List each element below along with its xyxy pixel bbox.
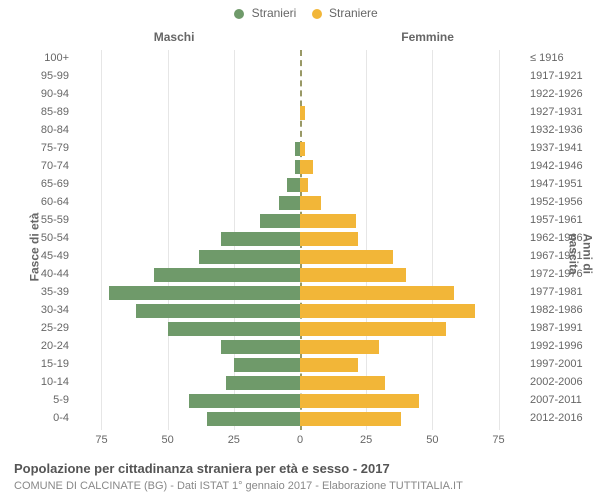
grid-line: [101, 50, 102, 430]
birth-year-label: 1947-1951: [530, 178, 588, 190]
age-label: 55-59: [34, 214, 69, 226]
legend: Stranieri Straniere: [0, 6, 600, 20]
birth-year-label: 1992-1996: [530, 340, 588, 352]
birth-year-label: 1987-1991: [530, 322, 588, 334]
bar-female: [300, 106, 305, 120]
legend-female-swatch: [312, 9, 322, 19]
birth-year-label: 1952-1956: [530, 196, 588, 208]
birth-year-label: 1997-2001: [530, 358, 588, 370]
bar-male: [221, 340, 300, 354]
age-label: 10-14: [34, 376, 69, 388]
header-male: Maschi: [154, 30, 195, 44]
birth-year-label: 1922-1926: [530, 88, 588, 100]
x-tick: 50: [426, 434, 438, 446]
age-label: 40-44: [34, 268, 69, 280]
birth-year-label: 1957-1961: [530, 214, 588, 226]
age-label: 90-94: [34, 88, 69, 100]
age-label: 60-64: [34, 196, 69, 208]
bar-male: [221, 232, 300, 246]
footer-title: Popolazione per cittadinanza straniera p…: [14, 461, 390, 476]
age-label: 85-89: [34, 106, 69, 118]
legend-male-label: Stranieri: [252, 6, 297, 20]
age-label: 0-4: [34, 412, 69, 424]
bar-female: [300, 250, 393, 264]
bar-male: [168, 322, 300, 336]
grid-line: [168, 50, 169, 430]
x-tick: 25: [360, 434, 372, 446]
bar-male: [287, 178, 300, 192]
bar-female: [300, 286, 454, 300]
x-tick: 0: [297, 434, 303, 446]
age-label: 80-84: [34, 124, 69, 136]
bar-male: [136, 304, 300, 318]
age-label: 100+: [34, 52, 69, 64]
legend-male-swatch: [234, 9, 244, 19]
bar-female: [300, 160, 313, 174]
bar-female: [300, 412, 401, 426]
birth-year-label: 1942-1946: [530, 160, 588, 172]
bar-female: [300, 268, 406, 282]
bar-female: [300, 214, 356, 228]
birth-year-label: 1932-1936: [530, 124, 588, 136]
bar-male: [234, 358, 300, 372]
birth-year-label: 1962-1966: [530, 232, 588, 244]
grid-line: [432, 50, 433, 430]
bar-male: [260, 214, 300, 228]
legend-female-label: Straniere: [329, 6, 378, 20]
age-label: 95-99: [34, 70, 69, 82]
birth-year-label: 1972-1976: [530, 268, 588, 280]
birth-year-label: 2007-2011: [530, 394, 588, 406]
bar-male: [109, 286, 300, 300]
birth-year-label: 1937-1941: [530, 142, 588, 154]
birth-year-label: 1967-1971: [530, 250, 588, 262]
birth-year-label: 1917-1921: [530, 70, 588, 82]
age-label: 45-49: [34, 250, 69, 262]
age-label: 70-74: [34, 160, 69, 172]
bar-female: [300, 304, 475, 318]
age-label: 25-29: [34, 322, 69, 334]
bar-male: [189, 394, 300, 408]
age-label: 30-34: [34, 304, 69, 316]
bar-female: [300, 178, 308, 192]
x-tick: 25: [228, 434, 240, 446]
bar-female: [300, 358, 358, 372]
age-label: 50-54: [34, 232, 69, 244]
bar-male: [226, 376, 300, 390]
bar-male: [207, 412, 300, 426]
age-label: 15-19: [34, 358, 69, 370]
bar-female: [300, 340, 379, 354]
age-label: 75-79: [34, 142, 69, 154]
bar-female: [300, 376, 385, 390]
age-label: 65-69: [34, 178, 69, 190]
age-label: 35-39: [34, 286, 69, 298]
x-tick: 75: [95, 434, 107, 446]
bar-female: [300, 196, 321, 210]
birth-year-label: 1977-1981: [530, 286, 588, 298]
x-tick: 50: [162, 434, 174, 446]
birth-year-label: 2012-2016: [530, 412, 588, 424]
age-label: 20-24: [34, 340, 69, 352]
x-tick: 75: [492, 434, 504, 446]
bar-male: [279, 196, 300, 210]
grid-line: [366, 50, 367, 430]
header-female: Femmine: [401, 30, 454, 44]
age-label: 5-9: [34, 394, 69, 406]
bar-female: [300, 322, 446, 336]
bar-female: [300, 232, 358, 246]
birth-year-label: ≤ 1916: [530, 52, 588, 64]
bar-male: [154, 268, 300, 282]
birth-year-label: 2002-2006: [530, 376, 588, 388]
bar-female: [300, 142, 305, 156]
birth-year-label: 1982-1986: [530, 304, 588, 316]
birth-year-label: 1927-1931: [530, 106, 588, 118]
footer-subtitle: COMUNE DI CALCINATE (BG) - Dati ISTAT 1°…: [14, 480, 463, 492]
bar-male: [199, 250, 300, 264]
bar-female: [300, 394, 419, 408]
grid-line: [499, 50, 500, 430]
